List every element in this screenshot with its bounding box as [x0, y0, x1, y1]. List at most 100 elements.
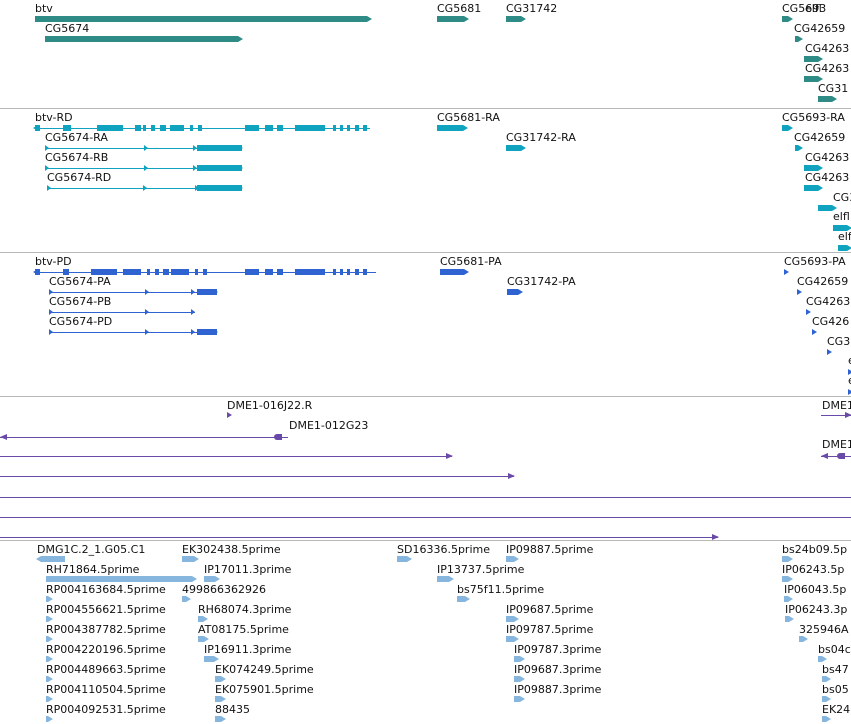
exon-block[interactable] [197, 145, 242, 151]
feature-glyph[interactable] [514, 696, 520, 702]
exon-block[interactable] [97, 125, 123, 131]
exon-block[interactable] [63, 125, 71, 131]
exon-block[interactable] [155, 269, 159, 275]
feature-glyph[interactable] [818, 205, 832, 211]
feature-glyph[interactable] [782, 16, 788, 22]
exon-block[interactable] [171, 269, 189, 275]
exon-block[interactable] [333, 125, 336, 131]
feature-glyph[interactable] [506, 636, 514, 642]
feature-glyph[interactable] [782, 576, 788, 582]
exon-block[interactable] [170, 125, 184, 131]
feature-glyph[interactable] [46, 616, 48, 622]
exon-block[interactable] [340, 125, 343, 131]
feature-glyph[interactable] [41, 556, 65, 562]
feature-glyph[interactable] [35, 16, 367, 22]
exon-block[interactable] [363, 125, 367, 131]
feature-glyph[interactable] [440, 269, 464, 275]
feature-glyph[interactable] [215, 676, 221, 682]
feature-glyph[interactable] [437, 16, 464, 22]
exon-block[interactable] [277, 125, 283, 131]
exon-block[interactable] [197, 329, 217, 335]
feature-glyph[interactable] [46, 636, 48, 642]
exon-block[interactable] [190, 125, 193, 131]
exon-block[interactable] [198, 125, 202, 131]
feature-glyph[interactable] [822, 696, 826, 702]
exon-block[interactable] [197, 289, 217, 295]
feature-glyph[interactable] [46, 676, 48, 682]
feature-glyph[interactable] [457, 596, 465, 602]
feature-glyph[interactable] [46, 596, 48, 602]
feature-glyph[interactable] [437, 125, 463, 131]
exon-block[interactable] [295, 125, 325, 131]
exon-block[interactable] [355, 269, 359, 275]
feature-glyph[interactable] [818, 656, 822, 662]
feature-glyph[interactable] [782, 125, 788, 131]
exon-block[interactable] [295, 269, 325, 275]
feature-glyph[interactable] [804, 56, 818, 62]
feature-glyph[interactable] [204, 656, 214, 662]
exon-block[interactable] [347, 125, 350, 131]
feature-glyph[interactable] [514, 676, 520, 682]
exon-block[interactable] [277, 269, 283, 275]
feature-glyph[interactable] [822, 716, 826, 722]
feature-glyph[interactable] [46, 716, 48, 722]
strand-arrow-icon [797, 289, 802, 295]
feature-glyph[interactable] [804, 76, 818, 82]
feature-glyph[interactable] [198, 636, 204, 642]
feature-glyph[interactable] [804, 165, 818, 171]
exon-block[interactable] [135, 125, 141, 131]
feature-glyph[interactable] [785, 616, 789, 622]
feature-glyph[interactable] [397, 556, 407, 562]
feature-glyph[interactable] [506, 16, 521, 22]
strand-arrow-icon [449, 576, 454, 582]
exon-block[interactable] [355, 125, 359, 131]
feature-glyph[interactable] [182, 596, 186, 602]
feature-glyph[interactable] [822, 676, 826, 682]
feature-glyph[interactable] [795, 36, 798, 42]
exon-block[interactable] [160, 125, 166, 131]
exon-block[interactable] [363, 269, 367, 275]
exon-block[interactable] [265, 125, 273, 131]
exon-block[interactable] [265, 269, 273, 275]
feature-glyph[interactable] [506, 556, 514, 562]
exon-block[interactable] [347, 269, 350, 275]
feature-glyph[interactable] [46, 696, 48, 702]
feature-glyph[interactable] [46, 576, 192, 582]
feature-glyph[interactable] [215, 696, 221, 702]
exon-block[interactable] [151, 125, 155, 131]
feature-glyph[interactable] [506, 616, 514, 622]
exon-block[interactable] [245, 269, 259, 275]
feature-glyph[interactable] [45, 36, 238, 42]
feature-glyph[interactable] [514, 656, 520, 662]
feature-glyph[interactable] [506, 145, 521, 151]
exon-block[interactable] [333, 269, 336, 275]
exon-block[interactable] [143, 125, 146, 131]
feature-glyph[interactable] [782, 556, 788, 562]
exon-block[interactable] [340, 269, 343, 275]
strand-arrow-icon [215, 576, 220, 582]
feature-glyph[interactable] [818, 96, 832, 102]
feature-glyph[interactable] [437, 576, 449, 582]
exon-block[interactable] [197, 185, 242, 191]
feature-glyph[interactable] [795, 145, 798, 151]
feature-glyph[interactable] [507, 289, 518, 295]
feature-glyph[interactable] [838, 245, 847, 251]
feature-glyph[interactable] [182, 556, 194, 562]
feature-glyph[interactable] [198, 616, 203, 622]
exon-block[interactable] [91, 269, 117, 275]
exon-block[interactable] [197, 165, 242, 171]
exon-block[interactable] [195, 269, 198, 275]
feature-glyph[interactable] [804, 185, 818, 191]
feature-glyph[interactable] [204, 576, 215, 582]
exon-block[interactable] [123, 269, 141, 275]
exon-block[interactable] [163, 269, 169, 275]
feature-glyph[interactable] [215, 716, 221, 722]
feature-glyph[interactable] [799, 636, 803, 642]
feature-glyph[interactable] [833, 225, 847, 231]
feature-glyph[interactable] [784, 596, 788, 602]
feature-glyph[interactable] [46, 656, 48, 662]
exon-block[interactable] [147, 269, 150, 275]
exon-block[interactable] [203, 269, 207, 275]
exon-block[interactable] [63, 269, 69, 275]
exon-block[interactable] [245, 125, 259, 131]
